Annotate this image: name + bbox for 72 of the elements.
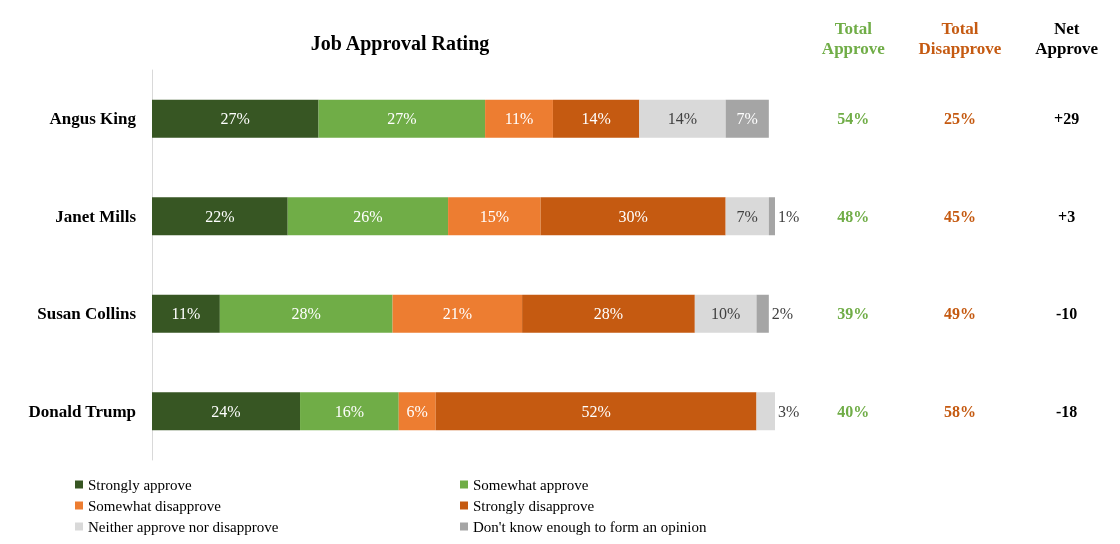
bar: [756, 294, 769, 333]
data-label: 6%: [406, 402, 428, 420]
bar: [522, 294, 695, 333]
bar: [152, 294, 220, 333]
text: +29: [1054, 110, 1080, 128]
bar: [485, 99, 553, 138]
legend-label: Strongly approve: [88, 476, 193, 493]
text: 58%: [944, 402, 976, 420]
data-label: 2%: [771, 305, 794, 323]
data-label: 11%: [504, 110, 534, 128]
text: 48%: [837, 207, 870, 225]
bar: [435, 392, 757, 431]
bar: [448, 197, 541, 236]
bar: [392, 294, 523, 333]
category-label: Total Approve: [821, 18, 886, 58]
bar: [152, 197, 288, 236]
bar: [287, 197, 449, 236]
data-label: 3%: [778, 402, 800, 420]
data-label: 28%: [291, 305, 321, 323]
bar: [552, 99, 640, 138]
bar: [694, 294, 757, 333]
bar: [318, 99, 486, 138]
bar: [219, 294, 393, 333]
legend-label: Don't know enough to form an opinion: [473, 518, 708, 535]
chart-title: Job Approval Rating: [310, 32, 490, 55]
bar: [725, 99, 769, 138]
text: 39%: [837, 305, 870, 323]
data-label: 1%: [778, 207, 800, 225]
text: 54%: [837, 110, 870, 128]
legend-label: Somewhat disapprove: [88, 497, 222, 514]
data-label: 14%: [581, 110, 611, 128]
y-tick-label: Susan Collins: [37, 304, 137, 324]
bar: [639, 99, 726, 138]
data-label: 26%: [353, 207, 383, 225]
data-label: 10%: [710, 305, 741, 323]
data-label: 11%: [171, 305, 201, 323]
data-label: 7%: [736, 207, 758, 225]
category-label: Net Approve: [1035, 18, 1099, 58]
text: 49%: [944, 305, 976, 323]
y-tick-label: Donald Trump: [28, 401, 136, 421]
data-label: 15%: [479, 207, 510, 225]
bar: [756, 392, 775, 431]
legend-label: Somewhat approve: [473, 476, 589, 493]
y-tick-label: Angus King: [49, 109, 137, 129]
data-label: 21%: [442, 305, 472, 323]
y-tick-label: Janet Mills: [55, 206, 137, 226]
data-label: 27%: [220, 110, 250, 128]
text: 40%: [837, 402, 870, 420]
data-label: 22%: [205, 207, 235, 225]
text: 25%: [944, 110, 976, 128]
data-label: 7%: [736, 110, 758, 128]
bar: [725, 197, 769, 236]
data-label: 30%: [618, 207, 648, 225]
text: 45%: [944, 207, 976, 225]
data-label: 14%: [667, 110, 698, 128]
text: -18: [1056, 402, 1078, 420]
data-label: 28%: [593, 305, 624, 323]
legend-label: Neither approve nor disapprove: [88, 518, 279, 535]
text: +3: [1058, 207, 1076, 225]
data-label: 52%: [581, 402, 611, 420]
bar: [768, 197, 775, 236]
bar: [152, 99, 319, 138]
bar: [398, 392, 436, 431]
bar: [540, 197, 726, 236]
data-label: 16%: [334, 402, 365, 420]
category-label: Total Disapprove: [918, 18, 1002, 58]
legend-label: Strongly disapprove: [473, 497, 595, 514]
text: -10: [1056, 305, 1078, 323]
data-label: 27%: [387, 110, 417, 128]
bar: [152, 392, 301, 431]
bar: [300, 392, 399, 431]
data-label: 24%: [211, 402, 241, 420]
